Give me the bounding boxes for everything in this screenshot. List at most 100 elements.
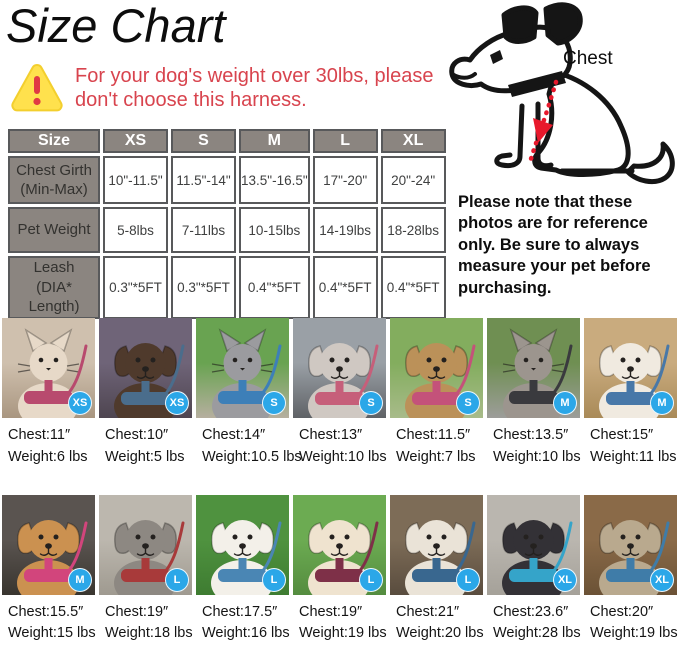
weight-caption: Weight:28 lbs [493,625,581,642]
photo-card: L Chest:19″ Weight:19 lbs [293,494,387,646]
table-cell: 5-8lbs [103,207,168,253]
photo-card: M Chest:15″ Weight:11 lbs [584,318,677,469]
table-cell: 13.5"-16.5" [239,156,310,204]
table-row-label: Chest Girth (Min-Max) [8,156,100,204]
table-cell: 7-11lbs [171,207,236,253]
weight-caption: Weight:15 lbs [8,625,96,642]
table-header-row: Size XS S M L XL [8,129,446,153]
weight-caption: Weight:19 lbs [590,625,678,642]
photo-card: L Chest:17.5″ Weight:16 lbs [196,494,290,646]
chest-label: Chest [563,48,613,69]
chest-caption: Chest:23.6″ [493,603,569,620]
chest-caption: Chest:21″ [396,603,460,620]
table-header-cell: XS [103,129,168,153]
page-title: Size Chart [6,0,226,52]
dog-head [449,24,573,94]
pet-photo: S [390,318,483,418]
table-cell: 14-19lbs [312,207,378,253]
weight-caption: Weight:5 lbs [105,448,185,465]
pet-photo: M [584,318,677,418]
table-cell: 0.3"*5FT [103,256,168,319]
table-header-cell: L [312,129,378,153]
size-badge: L [359,567,383,592]
pet-photo: M [2,494,95,595]
size-badge: XS [68,391,92,415]
table-header-cell: M [239,129,310,153]
chest-caption: Chest:17.5″ [202,603,278,620]
pet-photo: XS [2,318,95,418]
weight-caption: Weight:7 lbs [396,448,476,465]
chest-caption: Chest:19″ [299,603,363,620]
table-header-cell: XL [380,129,446,153]
pet-photo: S [196,318,289,418]
table-row-label: Leash (DIA* Length) [8,256,100,319]
weight-warning: For your dog's weight over 30lbs, please… [10,62,451,114]
table-cell: 0.4"*5FT [380,256,446,319]
photo-card: L Chest:21″ Weight:20 lbs [390,494,484,646]
size-badge: M [553,391,577,415]
table-header-cell: Size [8,129,100,153]
chest-caption: Chest:15″ [590,427,654,443]
chest-caption: Chest:11″ [8,427,71,443]
dog-body [532,69,631,177]
weight-caption: Weight:20 lbs [396,625,484,642]
table-cell: 10-15lbs [239,207,310,253]
table-row-label: Pet Weight [8,207,100,253]
pet-photo: XS [99,318,192,418]
photo-card: XS Chest:10″ Weight:5 lbs [99,318,192,469]
pet-photo: M [487,318,580,418]
weight-caption: Weight:10 lbs [493,448,581,465]
table-cell: 10"-11.5" [103,156,168,204]
photo-card: S Chest:14″ Weight:10.5 lbs [196,318,302,469]
weight-caption: Weight:16 lbs [202,625,290,642]
pet-photo: XL [487,494,580,595]
photo-card: S Chest:11.5″ Weight:7 lbs [390,318,483,469]
size-badge: XL [650,567,674,592]
reference-note: Please note that these photos are for re… [458,193,651,297]
dog-chest-diagram [449,2,675,185]
photo-card: S Chest:13″ Weight:10 lbs [293,318,387,469]
pet-photo: L [99,494,192,595]
photo-card: M Chest:15.5″ Weight:15 lbs [2,494,96,646]
reference-photo-grid: XS Chest:11″ Weight:6 lbs XS Chest:10″ W… [2,318,678,646]
weight-caption: Weight:10 lbs [299,448,387,465]
table-cell: 20"-24" [380,156,446,204]
size-badge: S [262,391,286,415]
table-cell: 0.4"*5FT [312,256,378,319]
weight-caption: Weight:10.5 lbs [202,448,302,465]
photo-card: L Chest:19″ Weight:18 lbs [99,494,193,646]
warning-triangle-icon [11,63,63,112]
photo-card: XL Chest:20″ Weight:19 lbs [584,494,678,646]
table-header-cell: S [171,129,236,153]
chest-caption: Chest:13.5″ [493,427,569,443]
pet-photo: S [293,318,386,418]
chest-caption: Chest:14″ [202,427,266,443]
size-badge: L [456,567,480,592]
table-row: Leash (DIA* Length) 0.3"*5FT 0.3"*5FT 0.… [8,256,446,319]
chest-caption: Chest:15.5″ [8,603,84,620]
chest-caption: Chest:19″ [105,603,169,620]
dog-collar [508,71,566,97]
size-badge: S [456,391,480,415]
red-dotted-measure-arrow [527,79,559,165]
weight-caption: Weight:6 lbs [8,448,88,465]
weight-caption: Weight:11 lbs [590,448,677,465]
table-cell: 11.5"-14" [171,156,236,204]
photo-card: XL Chest:23.6″ Weight:28 lbs [487,494,581,646]
chest-caption: Chest:10″ [105,427,169,443]
size-badge: M [650,391,674,415]
pet-photo: XL [584,494,677,595]
table-cell: 0.4"*5FT [239,256,310,319]
size-badge: XS [165,391,189,415]
size-badge: XL [553,567,577,592]
chest-caption: Chest:13″ [299,427,363,443]
weight-caption: Weight:19 lbs [299,625,387,642]
dog-tail [625,141,675,185]
size-badge: L [165,567,189,592]
size-badge: M [68,567,92,592]
chest-caption: Chest:11.5″ [396,427,471,443]
size-badge: S [359,391,383,415]
photo-card: XS Chest:11″ Weight:6 lbs [2,318,95,469]
photo-card: M Chest:13.5″ Weight:10 lbs [487,318,581,469]
table-row: Pet Weight 5-8lbs 7-11lbs 10-15lbs 14-19… [8,207,446,253]
